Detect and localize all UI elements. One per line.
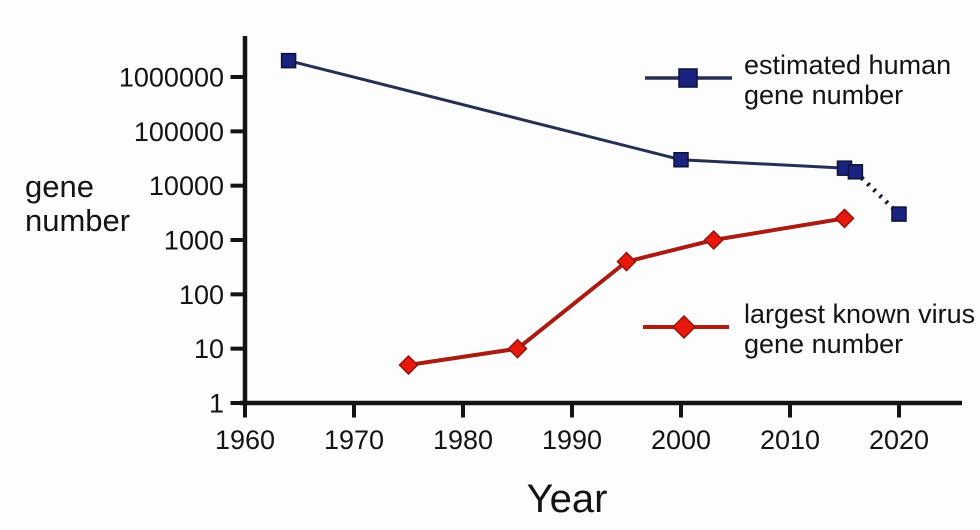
x-axis-tick-label: 1970 bbox=[324, 425, 384, 455]
legend-human-marker-icon bbox=[678, 68, 698, 88]
legend-human: estimated human gene number bbox=[645, 50, 951, 110]
x-axis-tick-label: 2020 bbox=[869, 425, 929, 455]
y-axis-tick-label: 100 bbox=[179, 280, 224, 310]
virus-series-marker bbox=[616, 251, 637, 272]
y-axis-tick-label: 1 bbox=[209, 389, 224, 419]
x-axis-tick-label: 1980 bbox=[433, 425, 493, 455]
x-axis-tick-label: 1990 bbox=[542, 425, 602, 455]
axes-group: 1 10 100 1000 10000 100000 1000000 1960 1970 1980… bbox=[119, 36, 962, 455]
y-axis-title-line1: gene bbox=[25, 169, 94, 204]
x-axis-tick-label: 2000 bbox=[651, 425, 711, 455]
human-series-marker bbox=[847, 164, 864, 180]
y-axis-tick-label: 10 bbox=[194, 334, 224, 364]
y-axis-tick-label: 10000 bbox=[149, 171, 224, 201]
y-axis-tick-label: 1000 bbox=[164, 226, 224, 256]
legend-human-label-line2: gene number bbox=[744, 80, 903, 110]
y-axis-tick-label: 100000 bbox=[134, 117, 224, 147]
y-axis-tick-label: 1000000 bbox=[119, 63, 224, 93]
legend-human-label-line1: estimated human bbox=[744, 50, 951, 80]
legend-virus-marker-icon bbox=[671, 314, 697, 340]
virus-series-marker bbox=[507, 338, 528, 359]
legend-virus: largest known virus gene number bbox=[643, 299, 975, 359]
series-group bbox=[280, 52, 907, 376]
virus-series-marker bbox=[703, 229, 724, 251]
x-axis-title: Year bbox=[527, 477, 608, 521]
virus-series-marker bbox=[834, 208, 855, 229]
legend-virus-label-line1: largest known virus bbox=[744, 299, 975, 329]
human-series-marker bbox=[673, 151, 689, 168]
x-axis-tick-label: 1960 bbox=[215, 425, 275, 455]
human-series-marker bbox=[280, 52, 297, 69]
legend-virus-label-line2: gene number bbox=[744, 329, 903, 359]
x-axis-tick-label: 2010 bbox=[760, 425, 820, 455]
human-projection-marker bbox=[891, 206, 907, 222]
y-axis-title-line2: number bbox=[25, 203, 130, 238]
virus-series-marker bbox=[398, 354, 419, 376]
